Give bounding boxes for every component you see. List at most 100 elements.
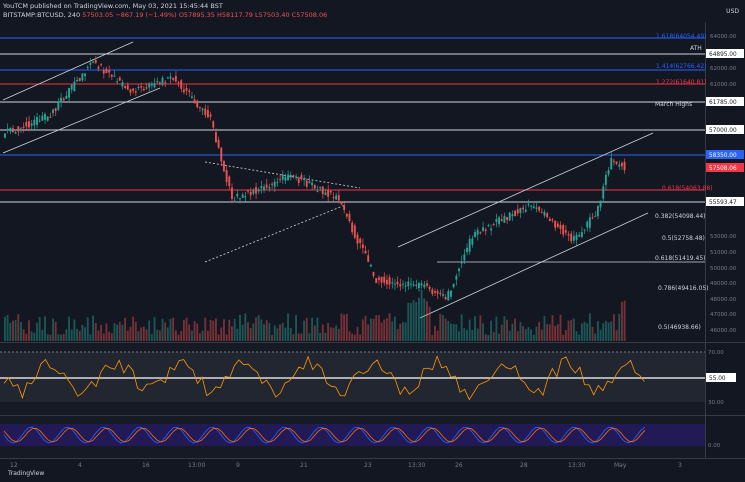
publisher-line: YouTCM published on TradingView.com, May… bbox=[3, 2, 223, 10]
candle-body bbox=[439, 292, 442, 294]
volume-bar bbox=[105, 323, 108, 341]
level-label: 0.618(54063.88) bbox=[662, 185, 713, 192]
volume-bar bbox=[447, 321, 450, 341]
volume-bar bbox=[265, 320, 268, 341]
volume-bar bbox=[543, 315, 546, 341]
last-price: 57503.05 bbox=[82, 11, 114, 19]
level-label: 0.5(46938.66) bbox=[658, 324, 701, 331]
candle-body bbox=[86, 66, 89, 69]
volume-bar bbox=[118, 322, 121, 341]
volume-bar bbox=[554, 325, 557, 341]
volume-bar bbox=[594, 333, 597, 341]
volume-bar bbox=[506, 319, 509, 341]
volume-bar bbox=[588, 313, 591, 341]
candle-body bbox=[4, 133, 6, 138]
volume-bar bbox=[76, 328, 78, 341]
volume-bar bbox=[20, 322, 22, 341]
candle-body bbox=[311, 182, 314, 186]
candle-body bbox=[396, 281, 399, 285]
volume-bar bbox=[209, 319, 212, 341]
price-tick: 61000.00 bbox=[710, 82, 737, 88]
volume-bar bbox=[225, 334, 228, 341]
candle-body bbox=[220, 147, 223, 162]
level-label: 0.618(51419.45) bbox=[655, 255, 706, 262]
candle-body bbox=[121, 82, 124, 87]
candle-body bbox=[442, 294, 444, 296]
volume-bar bbox=[231, 326, 233, 341]
volume-bar bbox=[340, 313, 343, 341]
volume-bar bbox=[14, 319, 17, 341]
volume-bar bbox=[487, 334, 490, 341]
volume-bar bbox=[113, 323, 116, 341]
volume-bar bbox=[110, 333, 113, 341]
candle-body bbox=[543, 211, 546, 216]
candle-body bbox=[247, 190, 249, 192]
volume-bar bbox=[289, 328, 292, 341]
candle-body bbox=[401, 283, 404, 285]
candle-body bbox=[140, 86, 143, 88]
candle-body bbox=[356, 234, 359, 244]
volume-bar bbox=[212, 320, 215, 341]
candle-body bbox=[572, 236, 575, 241]
volume-bar bbox=[36, 322, 38, 341]
volume-bar bbox=[78, 330, 81, 341]
candle-body bbox=[57, 101, 60, 110]
volume-bar bbox=[391, 321, 394, 341]
volume-bar bbox=[450, 323, 452, 341]
volume-bar bbox=[12, 320, 14, 341]
level-label: 1.618(64054.49) bbox=[656, 33, 707, 40]
candle-body bbox=[503, 215, 506, 223]
volume-bar bbox=[319, 332, 322, 341]
candle-body bbox=[490, 228, 492, 231]
candle-body bbox=[508, 212, 511, 221]
candle-body bbox=[466, 247, 468, 253]
volume-bar bbox=[471, 329, 474, 341]
candle-body bbox=[14, 132, 17, 134]
volume-bar bbox=[567, 320, 570, 341]
volume-bar bbox=[198, 333, 201, 341]
volume-bar bbox=[399, 323, 402, 341]
volume-bar bbox=[201, 330, 204, 341]
candle-body bbox=[196, 100, 199, 108]
candle-body bbox=[209, 114, 212, 117]
candle-body bbox=[586, 221, 589, 228]
volume-bar bbox=[519, 321, 522, 341]
candle-body bbox=[94, 60, 97, 63]
candle-body bbox=[578, 234, 581, 237]
symbol-label[interactable]: BITSTAMP:BTCUSD, 240 bbox=[3, 11, 81, 19]
ohlc-values: O57895.35 H58117.79 L57503.40 C57508.06 bbox=[178, 11, 328, 19]
candle-body bbox=[6, 128, 9, 131]
candle-body bbox=[463, 254, 466, 261]
volume-bar bbox=[204, 317, 207, 341]
rsi-current-label: 55.00 bbox=[709, 376, 726, 382]
candle-body bbox=[436, 291, 439, 294]
candle-body bbox=[417, 283, 420, 289]
volume-bar bbox=[28, 320, 30, 341]
volume-bar bbox=[102, 333, 105, 341]
price-box-label: 57508.06 bbox=[709, 166, 737, 172]
candle-body bbox=[343, 205, 346, 211]
candle-body bbox=[321, 186, 324, 194]
candle-body bbox=[169, 76, 172, 79]
candle-body bbox=[78, 77, 81, 82]
candle-body bbox=[46, 116, 49, 121]
candle-body bbox=[217, 139, 220, 148]
volume-bar bbox=[236, 328, 239, 341]
volume-bar bbox=[94, 322, 97, 341]
volume-bar bbox=[610, 321, 613, 341]
price-tick: 53000.00 bbox=[710, 234, 737, 240]
volume-bar bbox=[572, 318, 575, 341]
candle-body bbox=[276, 182, 279, 184]
volume-bar bbox=[116, 324, 119, 341]
candle-body bbox=[244, 196, 247, 198]
volume-bar bbox=[233, 318, 236, 341]
volume-bar bbox=[329, 327, 332, 341]
volume-bar bbox=[409, 302, 412, 341]
candle-body bbox=[212, 121, 215, 128]
volume-bar bbox=[562, 334, 565, 341]
candle-body bbox=[158, 82, 161, 84]
candle-body bbox=[345, 213, 348, 217]
candle-body bbox=[100, 64, 103, 66]
level-label: 0.382(54098.44) bbox=[655, 213, 706, 220]
